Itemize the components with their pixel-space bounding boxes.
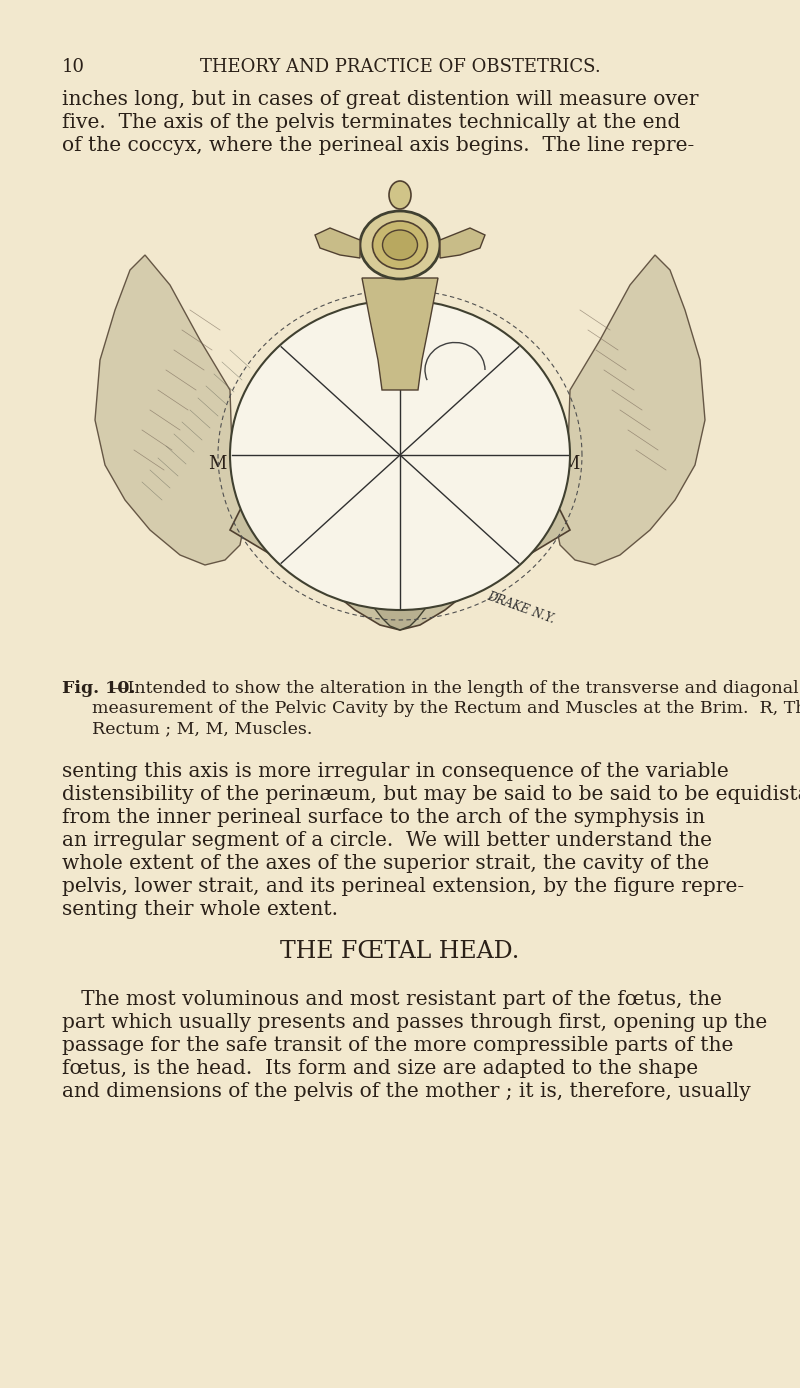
Text: M: M [561, 455, 579, 473]
Text: and dimensions of the pelvis of the mother ; it is, therefore, usually: and dimensions of the pelvis of the moth… [62, 1083, 750, 1101]
Polygon shape [440, 228, 485, 258]
Text: DRAKE N.Y.: DRAKE N.Y. [485, 590, 556, 626]
Text: from the inner perineal surface to the arch of the symphysis in: from the inner perineal surface to the a… [62, 808, 705, 827]
Text: passage for the safe transit of the more compressible parts of the: passage for the safe transit of the more… [62, 1035, 734, 1055]
Polygon shape [372, 593, 428, 630]
Text: —Intended to show the alteration in the length of the transverse and diagonal: —Intended to show the alteration in the … [110, 680, 798, 697]
Text: 10: 10 [62, 58, 85, 76]
Text: M: M [208, 455, 226, 473]
Text: whole extent of the axes of the superior strait, the cavity of the: whole extent of the axes of the superior… [62, 854, 709, 873]
Ellipse shape [382, 230, 418, 260]
Text: part which usually presents and passes through first, opening up the: part which usually presents and passes t… [62, 1013, 767, 1033]
Text: The most voluminous and most resistant part of the fœtus, the: The most voluminous and most resistant p… [62, 990, 722, 1009]
Text: fœtus, is the head.  Its form and size are adapted to the shape: fœtus, is the head. Its form and size ar… [62, 1059, 698, 1078]
Polygon shape [555, 255, 705, 565]
Polygon shape [230, 500, 570, 630]
Text: distensibility of the perinæum, but may be said to be said to be equidistant: distensibility of the perinæum, but may … [62, 786, 800, 804]
Text: five.  The axis of the pelvis terminates technically at the end: five. The axis of the pelvis terminates … [62, 112, 680, 132]
Text: R: R [455, 359, 469, 378]
Polygon shape [362, 278, 438, 390]
Ellipse shape [230, 300, 570, 609]
Text: an irregular segment of a circle.  We will better understand the: an irregular segment of a circle. We wil… [62, 831, 712, 849]
Text: inches long, but in cases of great distention will measure over: inches long, but in cases of great diste… [62, 90, 698, 110]
Ellipse shape [373, 221, 427, 269]
Text: of the coccyx, where the perineal axis begins.  The line repre-: of the coccyx, where the perineal axis b… [62, 136, 694, 155]
Text: measurement of the Pelvic Cavity by the Rectum and Muscles at the Brim.  R, The: measurement of the Pelvic Cavity by the … [92, 700, 800, 718]
Text: senting this axis is more irregular in consequence of the variable: senting this axis is more irregular in c… [62, 762, 729, 781]
Text: Rectum ; M, M, Muscles.: Rectum ; M, M, Muscles. [92, 720, 312, 737]
Text: Fig. 10.: Fig. 10. [62, 680, 135, 697]
Polygon shape [95, 255, 245, 565]
Ellipse shape [360, 211, 440, 279]
Text: pelvis, lower strait, and its perineal extension, by the figure repre-: pelvis, lower strait, and its perineal e… [62, 877, 744, 897]
Text: THEORY AND PRACTICE OF OBSTETRICS.: THEORY AND PRACTICE OF OBSTETRICS. [200, 58, 600, 76]
Ellipse shape [389, 180, 411, 210]
Text: senting their whole extent.: senting their whole extent. [62, 899, 338, 919]
Polygon shape [315, 228, 360, 258]
Text: THE FŒTAL HEAD.: THE FŒTAL HEAD. [280, 940, 520, 963]
